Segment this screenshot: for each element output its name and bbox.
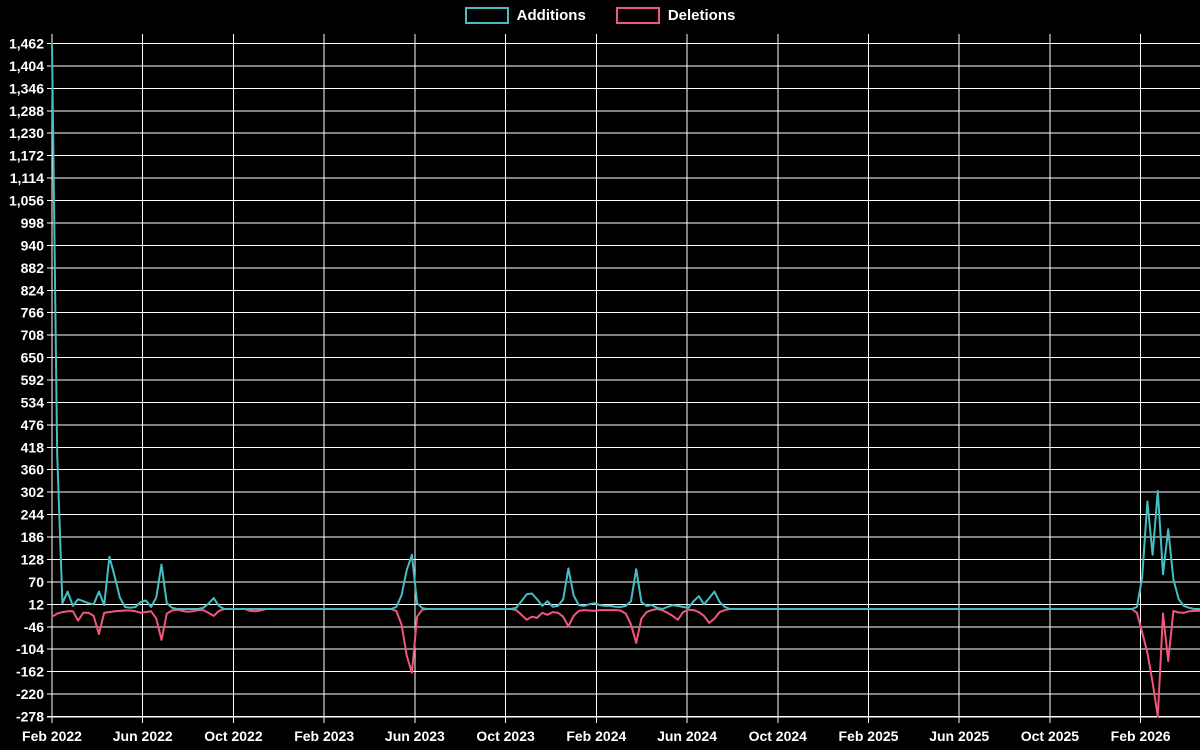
y-tick-label: 1,056 (9, 193, 44, 209)
legend-label-additions: Additions (516, 7, 586, 24)
y-tick-label: 70 (28, 574, 44, 590)
x-tick-label: Oct 2022 (204, 728, 263, 744)
x-tick-label: Jun 2024 (657, 728, 717, 744)
x-tick-label: Feb 2024 (566, 728, 626, 744)
y-tick-label: 360 (21, 462, 45, 478)
y-tick-label: 592 (21, 372, 45, 388)
x-tick-label: Feb 2023 (294, 728, 354, 744)
legend-item-additions[interactable]: Additions (464, 7, 586, 24)
x-tick-label: Feb 2025 (839, 728, 899, 744)
x-tick-label: Oct 2024 (749, 728, 808, 744)
deletions-swatch (615, 7, 660, 24)
y-tick-label: 244 (21, 507, 45, 523)
y-tick-label: 534 (21, 394, 45, 410)
additions-line (51, 42, 1200, 610)
y-tick-label: -162 (16, 664, 44, 680)
y-tick-label: -220 (16, 686, 44, 702)
y-tick-label: 1,404 (9, 58, 44, 74)
y-tick-label: 1,462 (9, 36, 44, 52)
x-tick-label: Oct 2023 (476, 728, 535, 744)
y-tick-label: 708 (21, 327, 45, 343)
y-tick-label: 1,114 (10, 170, 44, 186)
y-gridlines-and-labels: 1,462 1,404 1,346 1,288 1,230 1,172 1,114 1,056… (9, 36, 1200, 725)
x-tick-label: Feb 2026 (1111, 728, 1171, 744)
y-tick-label: 940 (21, 237, 45, 253)
y-tick-label: -104 (16, 641, 44, 657)
legend-item-deletions[interactable]: Deletions (615, 7, 736, 24)
y-tick-label: 1,230 (9, 125, 44, 141)
deletions-line (51, 608, 1200, 718)
y-tick-label: 476 (21, 417, 45, 433)
y-tick-label: 998 (21, 215, 45, 231)
legend-label-deletions: Deletions (667, 7, 736, 24)
y-tick-label: 1,288 (9, 103, 44, 119)
y-tick-label: 186 (21, 529, 45, 545)
y-tick-label: 128 (21, 551, 45, 567)
x-tick-label: Feb 2022 (22, 728, 82, 744)
y-tick-label: 1,172 (9, 148, 44, 164)
y-tick-label: 418 (21, 439, 45, 455)
y-tick-label: 766 (21, 305, 45, 321)
y-tick-label: 650 (21, 350, 45, 366)
y-tick-label: 302 (21, 484, 45, 500)
y-tick-label: 1,346 (9, 80, 44, 96)
y-tick-label: 824 (21, 282, 45, 298)
x-tick-label: Jun 2023 (385, 728, 445, 744)
y-tick-label: 12 (28, 596, 44, 612)
x-gridlines-and-labels: Feb 2022 Jun 2022 Oct 2022 Feb 2023 Jun 2023… (22, 34, 1171, 744)
x-tick-label: Oct 2025 (1021, 728, 1080, 744)
x-tick-label: Jun 2022 (113, 728, 173, 744)
x-tick-label: Jun 2025 (929, 728, 989, 744)
y-tick-label: 882 (21, 260, 45, 276)
y-tick-label: -46 (24, 619, 44, 635)
y-tick-label: -278 (16, 709, 44, 725)
chart-legend: Additions Deletions (0, 7, 1200, 24)
additions-swatch (464, 7, 509, 24)
